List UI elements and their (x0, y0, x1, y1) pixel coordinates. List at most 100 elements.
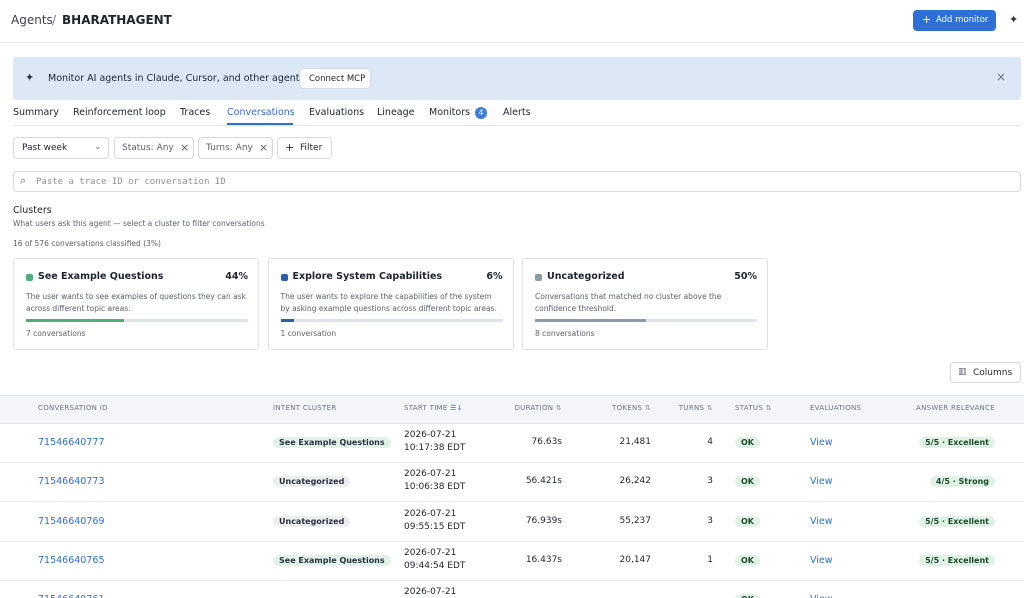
start-time: 10:06:38 EDT (404, 482, 466, 493)
start-time: 09:44:54 EDT (404, 560, 466, 571)
add-monitor-button[interactable]: + Add monitor (913, 10, 996, 31)
tab[interactable]: Alerts (503, 107, 531, 118)
table-header-bg (0, 395, 1024, 424)
add-monitor-label: Add monitor (936, 15, 989, 25)
sort-icon[interactable]: ☰↓ (447, 404, 463, 412)
column-header[interactable]: TURNS ⇅ (679, 404, 713, 412)
column-header[interactable]: DURATION ⇅ (514, 404, 562, 412)
cluster-dot (535, 274, 542, 281)
tab[interactable]: Traces (180, 107, 211, 118)
cluster-description: The user wants to explore the capabiliti… (280, 292, 497, 313)
status-chip: OK (735, 476, 760, 488)
cluster-percent: 6% (486, 271, 503, 282)
assistant-icon[interactable]: ✦ (1009, 13, 1019, 26)
status-chip: OK (735, 515, 760, 527)
progress-fill (535, 319, 646, 322)
search-box[interactable]: ⌕ Paste a trace ID or conversation ID (13, 171, 1021, 192)
evaluations-link[interactable]: View (810, 437, 833, 448)
breadcrumb-parent[interactable]: Agents (11, 13, 53, 27)
status-chip: OK (735, 437, 760, 448)
progress-track (280, 319, 503, 322)
sort-icon[interactable]: ⇅ (553, 404, 562, 412)
row-divider (0, 540, 1024, 542)
breadcrumb-separator: / (52, 13, 57, 27)
progress-track (535, 319, 757, 322)
chip-remove: × (180, 141, 190, 154)
relevance-chip: 5/5 · Excellent (919, 554, 995, 566)
columns-button[interactable]: ▥ Columns (950, 362, 1021, 383)
filter-chip-label: Turns: Any (206, 143, 253, 153)
clusters-title: Clusters (13, 205, 52, 216)
cell-turns: 4 (707, 437, 713, 447)
conversation-id[interactable]: 71546640765 (38, 554, 105, 566)
tab[interactable]: Summary (13, 107, 59, 118)
evaluations-link[interactable]: View (810, 554, 833, 566)
cluster-count: 1 conversation (280, 329, 337, 338)
cluster-percent: 50% (734, 271, 757, 282)
conversation-id[interactable]: 71546640773 (38, 476, 105, 488)
tab[interactable]: Reinforcement loop (73, 107, 166, 118)
evaluations-link[interactable]: View (810, 476, 833, 488)
column-header-label: INTENT CLUSTER (273, 404, 337, 412)
filter-chip[interactable]: Turns: Any × (198, 137, 273, 159)
column-header-label: ANSWER RELEVANCE (916, 404, 995, 412)
column-header: ANSWER RELEVANCE (916, 404, 995, 412)
plus-icon: + (285, 141, 295, 154)
sort-icon[interactable]: ⇅ (642, 404, 651, 412)
tab[interactable]: Evaluations (309, 107, 365, 118)
evaluations-link[interactable]: View (810, 515, 833, 527)
cluster-description: Conversations that matched no cluster ab… (535, 292, 722, 313)
cluster-chip: Uncategorized (273, 476, 351, 488)
column-header[interactable]: START TIME ☰↓ (404, 404, 463, 412)
column-header[interactable]: STATUS ⇅ (735, 404, 772, 412)
progress-track (26, 319, 248, 322)
relevance-chip: 5/5 · Excellent (919, 437, 995, 448)
cluster-name: Explore System Capabilities (292, 271, 443, 282)
chevron: ⌄ (94, 142, 102, 152)
tab[interactable]: Lineage (377, 107, 415, 118)
connect-mcp-label: Connect MCP (309, 74, 366, 84)
column-header-label: DURATION (514, 404, 554, 412)
cluster-name: See Example Questions (38, 271, 164, 282)
add-filter-label: Filter (300, 143, 323, 153)
filter-chip[interactable]: Status: Any × (114, 137, 194, 159)
cluster-card[interactable]: Uncategorized 50% Conversations that match… (522, 258, 768, 350)
cell-tokens: 21,481 (619, 437, 652, 447)
banner-close[interactable]: × (996, 70, 1007, 84)
connect-mcp-button[interactable]: Connect MCP (299, 68, 371, 89)
start-time: 2026-07-21 (404, 547, 457, 558)
cluster-card[interactable]: Explore System Capabilities 6% The user wa… (267, 258, 514, 350)
column-header[interactable]: TOKENS ⇅ (612, 404, 651, 412)
cluster-count: 7 conversations (26, 329, 86, 338)
clusters-summary: 16 of 576 conversations classified (3%) (13, 239, 161, 248)
column-header: INTENT CLUSTER (273, 404, 337, 412)
chip-remove: × (259, 141, 269, 154)
cell-duration: 56.421s (525, 476, 562, 487)
banner: ✦ Monitor AI agents in Claude, Cursor, an… (13, 57, 1021, 100)
period-select[interactable]: Past week ⌄ (13, 137, 109, 159)
cluster-dot (280, 274, 288, 281)
cluster-card[interactable]: See Example Questions 44% The user wants t… (13, 258, 259, 350)
sort-icon[interactable]: ⇅ (704, 404, 713, 412)
progress-fill (280, 319, 294, 322)
status-chip: OK (735, 594, 760, 598)
breadcrumb-current: BHARATHAGENT (62, 13, 172, 27)
conversation-id[interactable]: 71546640777 (38, 437, 105, 448)
add-filter-button[interactable]: + Filter (277, 137, 332, 159)
tab[interactable]: Conversations (227, 107, 295, 118)
tab[interactable]: Monitors (429, 107, 471, 118)
columns-icon: ▥ (958, 367, 967, 377)
row-divider (0, 462, 1024, 463)
conversation-id[interactable]: 71546640761 (38, 594, 105, 598)
cluster-dot (26, 274, 33, 281)
clusters-subtitle: What users ask this agent — select a clu… (13, 219, 265, 228)
row-divider (0, 579, 1024, 581)
conversation-id[interactable]: 71546640769 (38, 515, 105, 527)
cluster-chip: Uncategorized (273, 515, 351, 527)
sort-icon[interactable]: ⇅ (763, 404, 772, 412)
period-label: Past week (22, 143, 68, 153)
evaluations-link[interactable]: View (810, 594, 833, 598)
progress-fill (26, 319, 124, 322)
start-time: 2026-07-21 (404, 430, 457, 440)
